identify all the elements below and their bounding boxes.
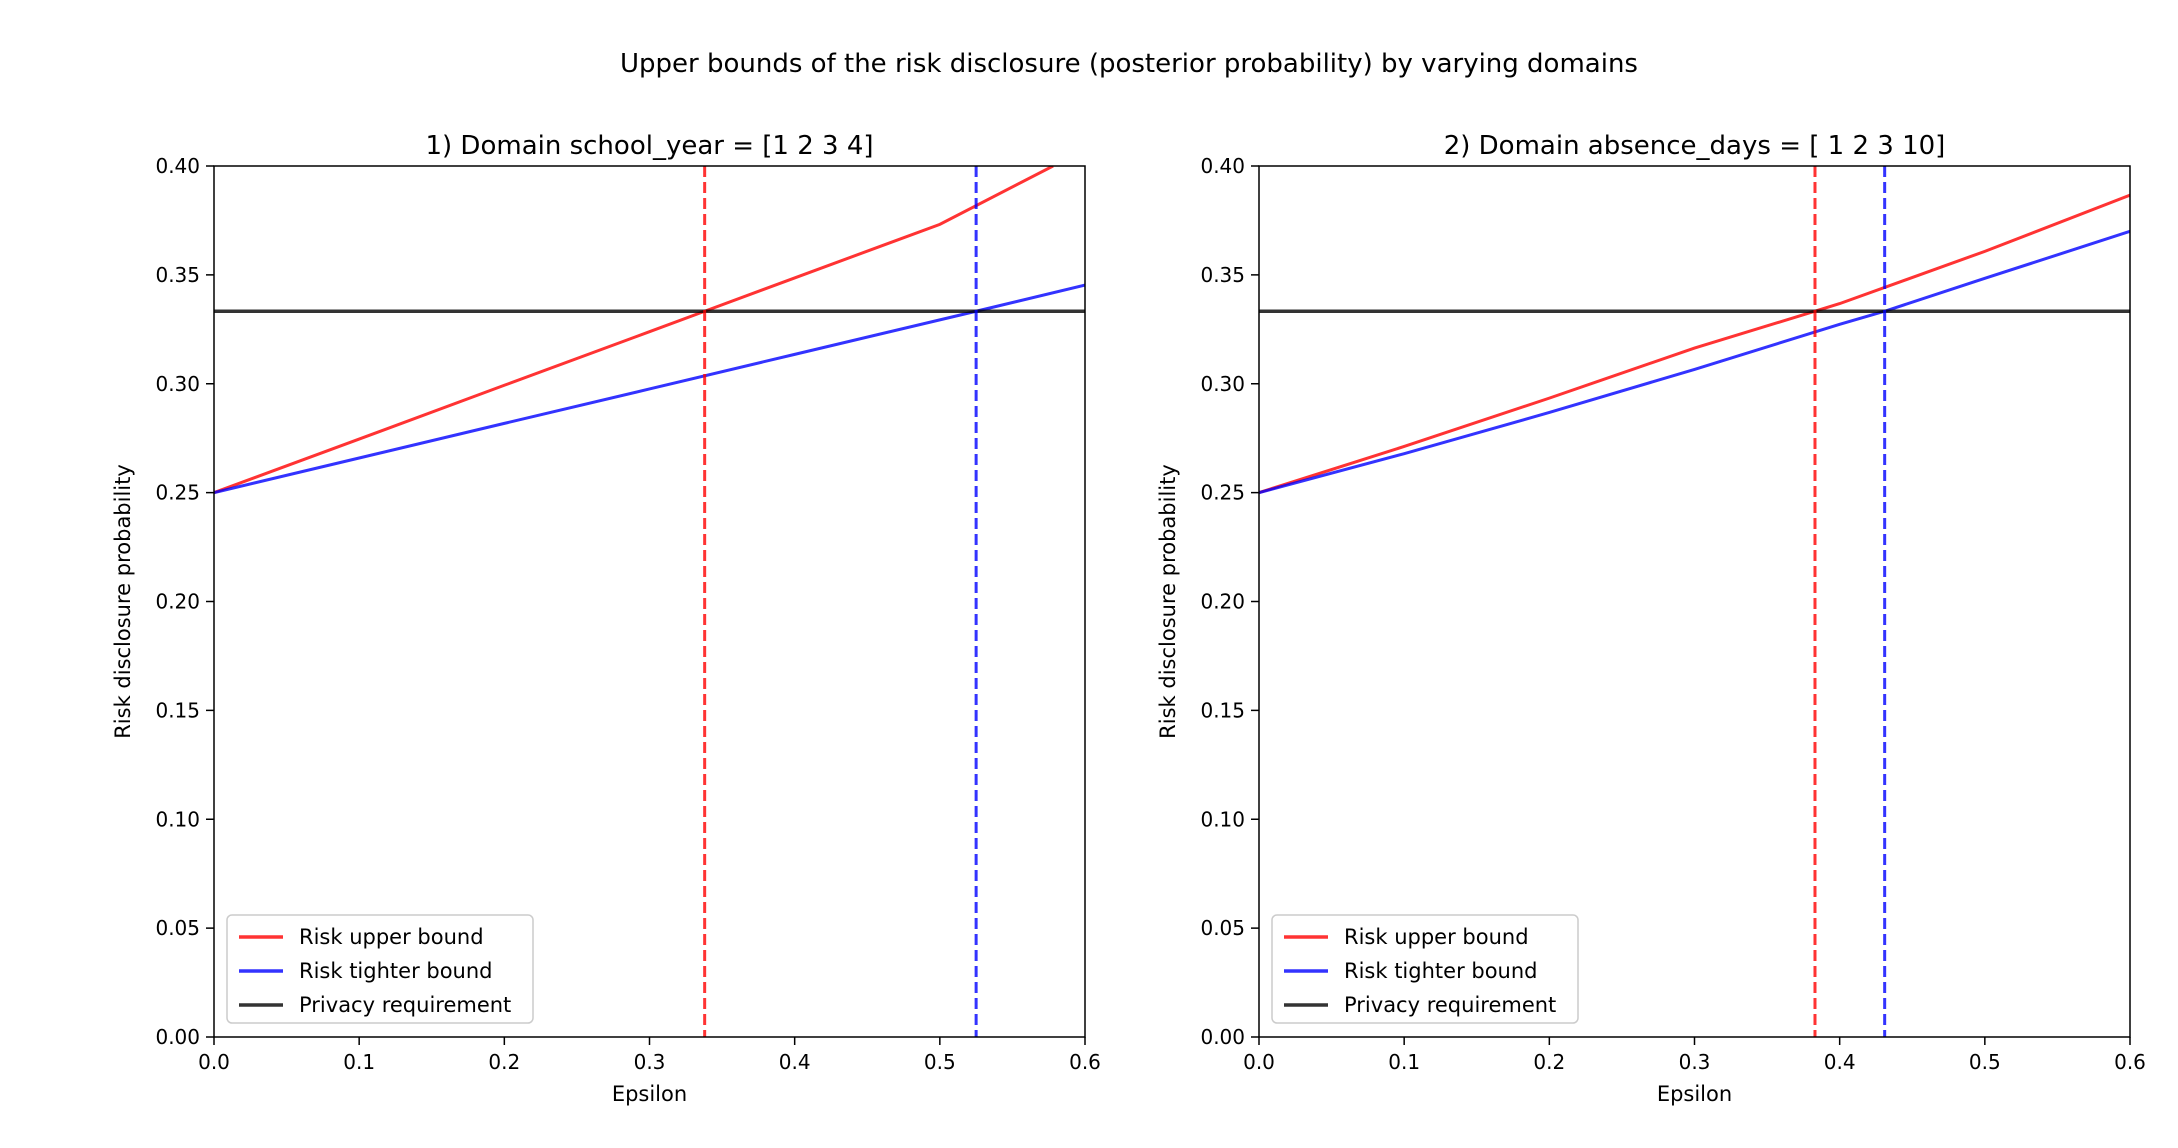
legend-label-risk-tighter-bound: Risk tighter bound <box>299 959 493 983</box>
x-tick-label: 0.0 <box>1243 1050 1275 1074</box>
subplot-school-year: 1) Domain school_year = [1 2 3 4]0.0 0.1 0… <box>111 131 1101 1106</box>
x-tick-label: 0.1 <box>1388 1050 1420 1074</box>
x-tick-label: 0.0 <box>198 1050 230 1074</box>
figure-suptitle: Upper bounds of the risk disclosure (pos… <box>620 49 1638 79</box>
x-tick-label: 0.4 <box>779 1050 811 1074</box>
series-line-risk-tighter-bound <box>1259 229 2130 495</box>
x-tick-label: 0.6 <box>1069 1050 1101 1074</box>
y-tick-label: 0.25 <box>1200 481 1245 505</box>
legend-label-privacy-requirement: Privacy requirement <box>1344 993 1556 1017</box>
plot-area <box>1259 166 2130 1037</box>
x-tick-label: 0.4 <box>1824 1050 1856 1074</box>
x-axis-label: Epsilon <box>1657 1082 1732 1106</box>
series-line-risk-upper-bound <box>214 166 1054 495</box>
y-tick-label: 0.20 <box>1200 590 1245 614</box>
axes-frame <box>213 165 1086 1038</box>
y-tick-label: 0.15 <box>155 698 200 722</box>
x-tick-label: 0.1 <box>343 1050 375 1074</box>
y-tick-label: 0.40 <box>155 154 200 178</box>
y-tick-label: 0.25 <box>155 481 200 505</box>
y-tick-label: 0.30 <box>155 372 200 396</box>
y-tick-label: 0.10 <box>1200 807 1245 831</box>
legend: Risk upper bound Risk tighter bound Privac… <box>226 914 534 1024</box>
y-tick-label: 0.15 <box>1200 698 1245 722</box>
legend-box <box>226 914 534 1024</box>
y-axis-label: Risk disclosure probability <box>111 464 135 739</box>
legend-label-risk-upper-bound: Risk upper bound <box>299 925 484 949</box>
x-tick-label: 0.5 <box>924 1050 956 1074</box>
legend-box <box>1271 914 1579 1024</box>
x-tick-label: 0.2 <box>1533 1050 1565 1074</box>
series-line-risk-tighter-bound <box>214 283 1085 495</box>
x-tick-label: 0.3 <box>634 1050 666 1074</box>
y-tick-label: 0.05 <box>155 916 200 940</box>
y-tick-label: 0.00 <box>155 1025 200 1049</box>
y-tick-label: 0.35 <box>1200 263 1245 287</box>
legend-label-risk-upper-bound: Risk upper bound <box>1344 925 1529 949</box>
y-tick-label: 0.40 <box>1200 154 1245 178</box>
axes-frame <box>1258 165 2131 1038</box>
subplot-absence-days: 2) Domain absence_days = [ 1 2 3 10]0.0 0… <box>1156 131 2146 1106</box>
y-tick-label: 0.30 <box>1200 372 1245 396</box>
y-tick-label: 0.00 <box>1200 1025 1245 1049</box>
y-tick-label: 0.10 <box>155 807 200 831</box>
subplot-title: 1) Domain school_year = [1 2 3 4] <box>425 131 873 161</box>
plot-area <box>214 166 1085 1037</box>
legend: Risk upper bound Risk tighter bound Privac… <box>1271 914 1579 1024</box>
y-tick-label: 0.35 <box>155 263 200 287</box>
x-axis-label: Epsilon <box>612 1082 687 1106</box>
x-tick-label: 0.5 <box>1969 1050 2001 1074</box>
legend-label-risk-tighter-bound: Risk tighter bound <box>1344 959 1538 983</box>
y-tick-label: 0.05 <box>1200 916 1245 940</box>
x-tick-label: 0.3 <box>1679 1050 1711 1074</box>
subplot-title: 2) Domain absence_days = [ 1 2 3 10] <box>1444 131 1946 161</box>
series-line-risk-upper-bound <box>1259 193 2130 495</box>
y-tick-label: 0.20 <box>155 590 200 614</box>
y-axis-label: Risk disclosure probability <box>1156 464 1180 739</box>
x-tick-label: 0.6 <box>2114 1050 2146 1074</box>
x-tick-label: 0.2 <box>488 1050 520 1074</box>
legend-label-privacy-requirement: Privacy requirement <box>299 993 511 1017</box>
